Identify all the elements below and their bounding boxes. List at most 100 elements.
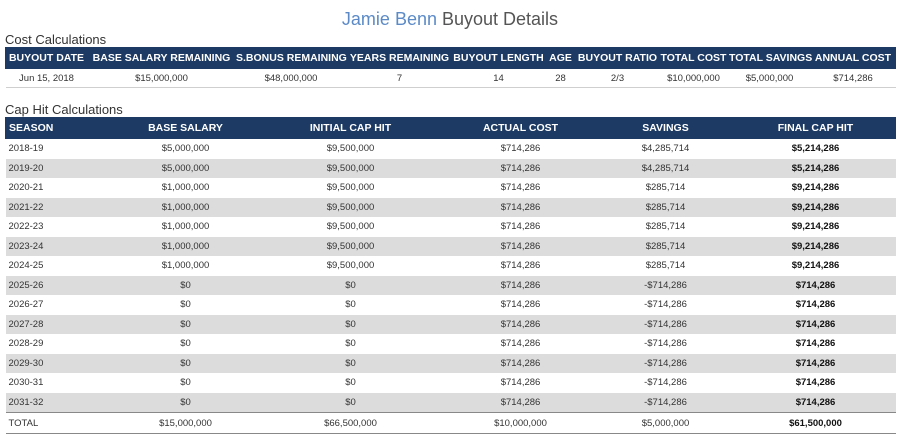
cell-savings: -$714,286 [595, 353, 736, 373]
col-savings: SAVINGS [595, 117, 736, 139]
cell-final-cap-hit: $5,214,286 [735, 138, 896, 159]
table-row: 2023-24 $1,000,000 $9,500,000 $714,286 $285,… [5, 236, 896, 256]
cell-actual-cost: $714,286 [445, 256, 596, 276]
cell-base-salary: $0 [115, 275, 256, 295]
cell-base-salary: $0 [115, 295, 256, 315]
col-age: AGE [544, 47, 577, 69]
cell-initial-cap-hit: $0 [255, 314, 446, 334]
cell-actual-cost: $714,286 [445, 197, 596, 217]
table-row: 2020-21 $1,000,000 $9,500,000 $714,286 $285,… [5, 178, 896, 198]
cell-initial-cap-hit: $9,500,000 [255, 256, 446, 276]
cell-savings: -$714,286 [595, 392, 736, 413]
cell-savings: -$714,286 [595, 373, 736, 393]
cell-actual-cost: $714,286 [445, 236, 596, 256]
cell-actual-cost: $714,286 [445, 275, 596, 295]
cost-table: BUYOUT DATE BASE SALARY REMAINING S.BONU… [5, 47, 896, 88]
table-row: 2031-32 $0 $0 $714,286 -$714,286 $714,286 [5, 392, 896, 413]
total-actual-cost: $10,000,000 [445, 412, 596, 434]
cell-season: 2022-23 [5, 217, 116, 237]
cell-base-salary: $0 [115, 314, 256, 334]
cell-savings: $285,714 [595, 217, 736, 237]
table-row: 2025-26 $0 $0 $714,286 -$714,286 $714,286 [5, 275, 896, 295]
cell-final-cap-hit: $714,286 [735, 392, 896, 413]
cell-annual-cost: $714,286 [810, 68, 896, 88]
cell-base-salary: $1,000,000 [115, 236, 256, 256]
player-name[interactable]: Jamie Benn [341, 9, 437, 29]
page-title: Jamie Benn Buyout Details [0, 9, 900, 30]
cell-season: 2030-31 [5, 373, 116, 393]
col-base-salary-remaining: BASE SALARY REMAINING [87, 47, 236, 69]
cell-base-salary: $1,000,000 [115, 217, 256, 237]
table-row: 2029-30 $0 $0 $714,286 -$714,286 $714,286 [5, 353, 896, 373]
cell-season: 2026-27 [5, 295, 116, 315]
cell-base-salary: $0 [115, 334, 256, 354]
cell-initial-cap-hit: $9,500,000 [255, 217, 446, 237]
total-initial-cap-hit: $66,500,000 [255, 412, 446, 434]
cell-initial-cap-hit: $9,500,000 [255, 138, 446, 159]
col-years-remaining: YEARS REMAINING [346, 47, 453, 69]
cell-initial-cap-hit: $0 [255, 392, 446, 413]
cell-final-cap-hit: $9,214,286 [735, 256, 896, 276]
cell-final-cap-hit: $714,286 [735, 314, 896, 334]
table-row: 2022-23 $1,000,000 $9,500,000 $714,286 $285,… [5, 217, 896, 237]
cell-savings: -$714,286 [595, 275, 736, 295]
col-base-salary: BASE SALARY [115, 117, 256, 139]
col-sbonus-remaining: S.BONUS REMAINING [235, 47, 347, 69]
cell-buyout-length: 14 [452, 68, 545, 88]
cell-actual-cost: $714,286 [445, 353, 596, 373]
cell-base-salary: $0 [115, 353, 256, 373]
table-row: 2026-27 $0 $0 $714,286 -$714,286 $714,286 [5, 295, 896, 315]
cell-actual-cost: $714,286 [445, 314, 596, 334]
cell-savings: -$714,286 [595, 314, 736, 334]
col-actual-cost: ACTUAL COST [445, 117, 596, 139]
cap-hit-calculations-label: Cap Hit Calculations [5, 102, 123, 117]
col-total-savings: TOTAL SAVINGS [728, 47, 812, 69]
cell-actual-cost: $714,286 [445, 295, 596, 315]
table-row: 2028-29 $0 $0 $714,286 -$714,286 $714,286 [5, 334, 896, 354]
cell-season: 2018-19 [5, 138, 116, 159]
cell-final-cap-hit: $9,214,286 [735, 217, 896, 237]
cost-row: Jun 15, 2018 $15,000,000 $48,000,000 7 1… [5, 68, 896, 88]
cell-initial-cap-hit: $0 [255, 295, 446, 315]
title-text: Buyout Details [442, 9, 559, 29]
cost-calculations-label: Cost Calculations [5, 32, 107, 47]
table-row: 2018-19 $5,000,000 $9,500,000 $714,286 $4,28… [5, 138, 896, 159]
cell-season: 2029-30 [5, 353, 116, 373]
cell-initial-cap-hit: $0 [255, 275, 446, 295]
cell-total-savings: $5,000,000 [728, 68, 811, 88]
cell-season: 2031-32 [5, 392, 116, 413]
cell-years-remaining: 7 [346, 68, 453, 88]
cell-buyout-date: Jun 15, 2018 [5, 68, 88, 88]
table-row: 2019-20 $5,000,000 $9,500,000 $714,286 $4,28… [5, 158, 896, 178]
cell-sbonus-remaining: $48,000,000 [235, 68, 347, 88]
cell-final-cap-hit: $714,286 [735, 353, 896, 373]
col-final-cap-hit: FINAL CAP HIT [735, 117, 896, 139]
cell-buyout-ratio: 2/3 [576, 68, 659, 88]
cell-initial-cap-hit: $9,500,000 [255, 178, 446, 198]
cell-base-salary: $5,000,000 [115, 158, 256, 178]
cell-initial-cap-hit: $0 [255, 353, 446, 373]
cell-season: 2025-26 [5, 275, 116, 295]
cap-header-row: SEASON BASE SALARY INITIAL CAP HIT ACTUA… [5, 117, 896, 139]
table-row: 2021-22 $1,000,000 $9,500,000 $714,286 $285,… [5, 197, 896, 217]
cell-savings: $285,714 [595, 178, 736, 198]
total-savings: $5,000,000 [595, 412, 736, 434]
cell-actual-cost: $714,286 [445, 373, 596, 393]
cell-season: 2027-28 [5, 314, 116, 334]
cell-initial-cap-hit: $9,500,000 [255, 158, 446, 178]
table-row: 2030-31 $0 $0 $714,286 -$714,286 $714,286 [5, 373, 896, 393]
cell-initial-cap-hit: $9,500,000 [255, 197, 446, 217]
cell-actual-cost: $714,286 [445, 158, 596, 178]
cell-base-salary-remaining: $15,000,000 [87, 68, 236, 88]
cell-final-cap-hit: $714,286 [735, 275, 896, 295]
cell-base-salary: $1,000,000 [115, 197, 256, 217]
cell-savings: $285,714 [595, 236, 736, 256]
cell-season: 2021-22 [5, 197, 116, 217]
cell-initial-cap-hit: $0 [255, 334, 446, 354]
cell-final-cap-hit: $9,214,286 [735, 178, 896, 198]
cell-savings: $4,285,714 [595, 158, 736, 178]
total-label: TOTAL [5, 412, 116, 434]
cell-savings: $285,714 [595, 256, 736, 276]
cell-base-salary: $1,000,000 [115, 178, 256, 198]
table-row: 2027-28 $0 $0 $714,286 -$714,286 $714,286 [5, 314, 896, 334]
